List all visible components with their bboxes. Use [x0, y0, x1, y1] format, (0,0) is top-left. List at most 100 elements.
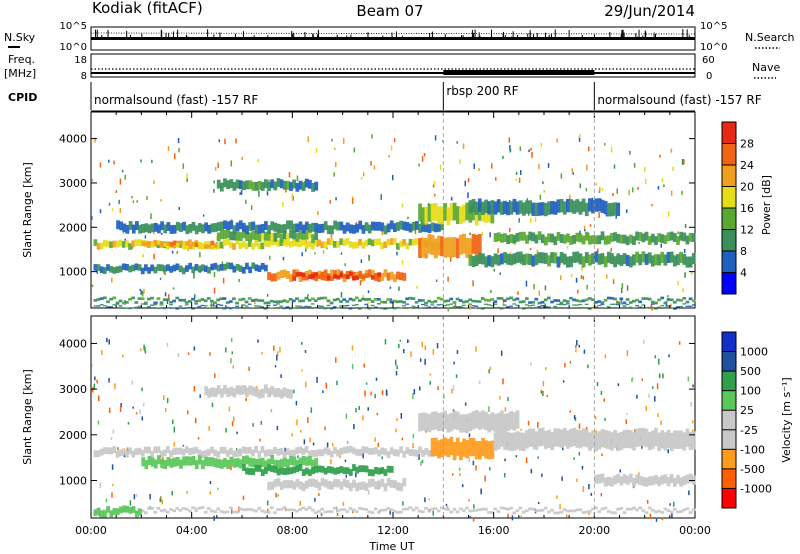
band-cell: [625, 475, 630, 485]
band-cell: [424, 223, 429, 233]
band-cell: [273, 459, 278, 469]
scatter-cell: [517, 291, 519, 295]
band-cell: [185, 241, 190, 246]
nsky-spike: [172, 31, 174, 39]
scatter-cell: [401, 260, 404, 265]
band-cell: [162, 298, 167, 301]
band-cell: [213, 243, 218, 249]
band-cell: [622, 511, 627, 514]
band-cell: [260, 181, 265, 191]
band-cell: [248, 457, 253, 467]
scatter-cell: [525, 457, 528, 463]
scatter-cell: [588, 233, 590, 239]
band-cell: [679, 305, 684, 308]
scatter-cell: [478, 168, 480, 172]
band-cell: [134, 263, 139, 271]
power-heatmap: [91, 133, 696, 312]
band-cell: [131, 450, 136, 458]
band-cell: [153, 459, 158, 469]
band-cell: [587, 308, 592, 310]
scatter-cell: [144, 346, 146, 352]
band-cell: [188, 223, 193, 233]
band-cell: [364, 508, 369, 511]
band-cell: [260, 469, 265, 477]
band-cell: [153, 301, 158, 305]
scatter-cell: [314, 497, 316, 502]
band-cell: [207, 224, 212, 234]
band-cell: [383, 300, 387, 304]
band-cell: [257, 389, 262, 399]
band-cell: [242, 229, 246, 239]
band-cell: [279, 389, 284, 399]
band-cell: [525, 253, 529, 265]
band-cell: [386, 307, 391, 310]
scatter-cell: [363, 363, 365, 368]
scatter-cell: [456, 141, 458, 144]
band-cell: [496, 297, 501, 300]
nsky-spike: [479, 35, 481, 39]
scatter-cell: [270, 409, 273, 413]
scatter-cell: [472, 517, 475, 522]
band-cell: [493, 432, 498, 451]
band-cell: [226, 387, 231, 398]
band-cell: [194, 509, 199, 512]
scatter-cell: [620, 287, 623, 294]
scatter-cell: [186, 177, 188, 182]
scatter-cell: [582, 275, 585, 280]
band-cell: [144, 264, 148, 271]
band-cell: [248, 232, 253, 242]
band-cell: [544, 430, 548, 450]
scatter-cell: [416, 285, 418, 289]
scatter-cell: [288, 172, 291, 178]
band-cell: [125, 450, 129, 458]
velocity-heatmap: [91, 337, 696, 522]
band-cell: [159, 301, 164, 304]
band-cell: [380, 478, 385, 487]
band-cell: [339, 466, 344, 473]
scatter-cell: [561, 476, 563, 481]
scatter-cell: [365, 382, 368, 385]
band-cell: [588, 235, 592, 245]
band-cell: [427, 306, 432, 308]
scatter-cell: [120, 403, 122, 408]
band-cell: [654, 510, 658, 514]
scatter-cell: [541, 473, 543, 477]
band-cell: [118, 239, 123, 247]
scatter-cell: [610, 146, 613, 153]
band-cell: [191, 506, 195, 510]
band-cell: [380, 447, 385, 455]
scatter-cell: [367, 290, 370, 294]
scatter-cell: [433, 193, 436, 197]
band-cell: [389, 447, 394, 455]
band-cell: [273, 273, 278, 282]
scatter-cell: [131, 195, 133, 199]
band-cell: [335, 297, 340, 301]
band-cell: [672, 255, 677, 267]
band-cell: [370, 304, 375, 307]
band-cell: [279, 305, 284, 307]
band-cell: [348, 445, 353, 453]
band-cell: [112, 446, 117, 453]
band-cell: [119, 506, 123, 514]
band-cell: [676, 510, 680, 514]
band-cell: [411, 221, 416, 231]
band-cell: [330, 269, 334, 278]
band-cell: [276, 300, 280, 304]
band-cell: [399, 220, 404, 230]
band-cell: [96, 264, 101, 271]
band-cell: [206, 297, 211, 300]
band-cell: [323, 269, 328, 278]
nsky-spike: [207, 29, 209, 39]
band-cell: [414, 306, 419, 309]
band-cell: [219, 388, 224, 398]
band-cell: [150, 507, 154, 510]
band-cell: [487, 414, 492, 433]
band-cell: [301, 469, 306, 476]
band-cell: [398, 300, 403, 303]
band-cell: [458, 299, 463, 302]
scatter-cell: [544, 285, 547, 291]
band-cell: [250, 508, 255, 512]
band-cell: [115, 508, 120, 516]
nsky-spike: [291, 30, 293, 39]
band-cell: [118, 449, 123, 457]
